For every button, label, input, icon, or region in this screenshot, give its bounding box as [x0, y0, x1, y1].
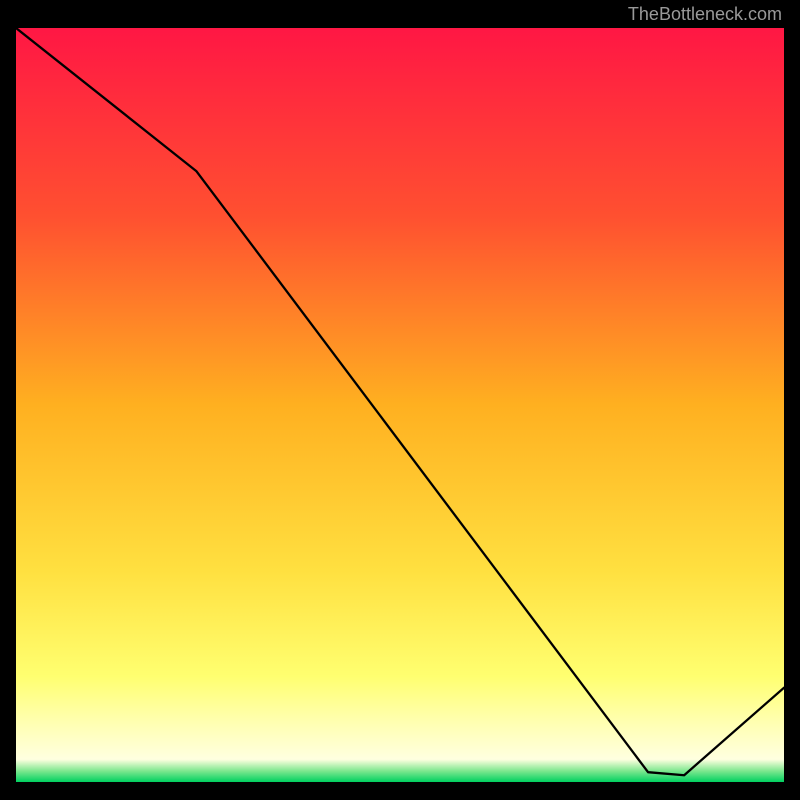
watermark-text: TheBottleneck.com — [628, 4, 782, 25]
chart-background — [16, 28, 784, 782]
chart-svg — [16, 28, 784, 782]
chart-plot-area — [16, 28, 784, 782]
